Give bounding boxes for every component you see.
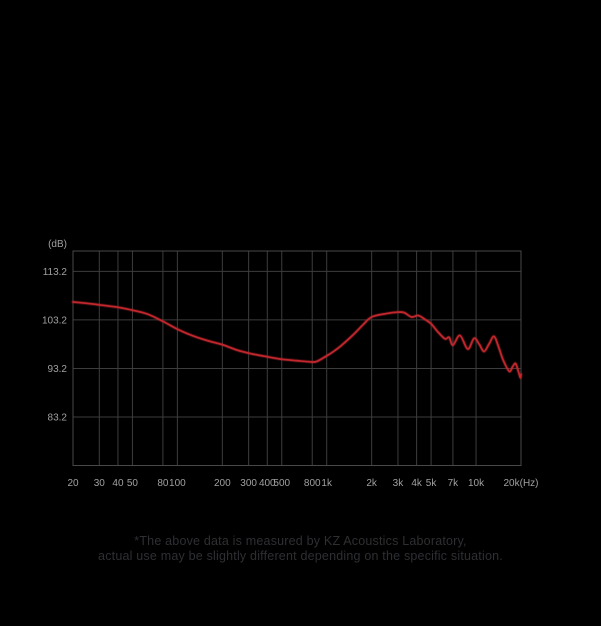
- x-tick-label: 400: [259, 478, 276, 489]
- disclaimer: *The above data is measured by KZ Acoust…: [0, 534, 601, 564]
- plot-border: [72, 250, 522, 466]
- y-tick-label: 113.2: [43, 267, 68, 278]
- x-tick-label: 1k: [321, 478, 333, 489]
- x-tick-label: 80: [157, 478, 169, 489]
- x-tick-label: 20k(Hz): [503, 478, 538, 489]
- x-tick-label: 2k: [366, 478, 378, 489]
- x-tick-label: 7k: [448, 478, 460, 489]
- x-tick-label: 800: [304, 478, 321, 489]
- x-tick-label: 3k: [393, 478, 405, 489]
- disclaimer-line-1: *The above data is measured by KZ Acoust…: [134, 534, 467, 548]
- x-tick-label: 40: [112, 478, 124, 489]
- x-tick-label: 30: [94, 478, 106, 489]
- x-tick-label: 100: [169, 478, 186, 489]
- x-tick-label: 5k: [426, 478, 438, 489]
- x-tick-label: 500: [273, 478, 290, 489]
- y-tick-label: 93.2: [48, 364, 68, 375]
- x-tick-label: 200: [214, 478, 231, 489]
- response-curve-glow: [71, 300, 523, 380]
- x-tick-label: 4k: [411, 478, 423, 489]
- disclaimer-line-2: actual use may be slightly different dep…: [98, 549, 503, 563]
- x-tick-label: 20: [67, 478, 79, 489]
- response-curve: [72, 301, 522, 379]
- x-tick-label: 50: [127, 478, 139, 489]
- y-tick-label: 83.2: [48, 412, 68, 423]
- x-tick-label: 300: [240, 478, 257, 489]
- y-axis-unit-label: (dB): [48, 239, 67, 250]
- x-tick-label: 10k: [468, 478, 485, 489]
- y-tick-label: 103.2: [42, 315, 67, 326]
